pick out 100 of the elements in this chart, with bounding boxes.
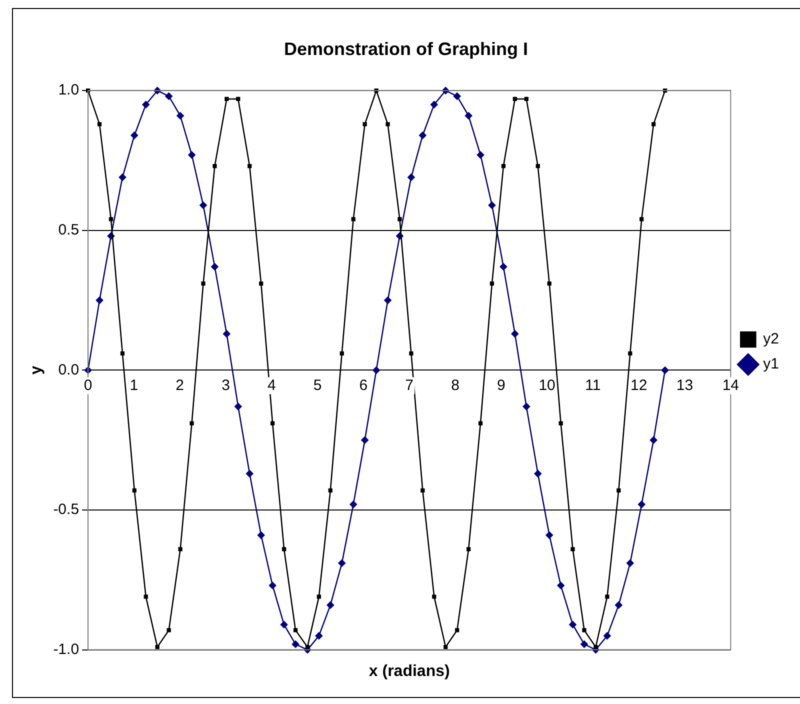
point [108,217,114,222]
point [372,366,380,374]
point [580,640,588,648]
point [501,164,506,168]
point [557,582,564,590]
point [259,281,264,286]
chart-title: Demonstration of Graphing I [284,38,528,59]
point [524,96,528,102]
point [455,628,460,632]
point [409,351,414,356]
point [536,164,540,168]
point [212,164,217,168]
y-tick-label: -1.0 [53,640,80,658]
point [282,547,286,552]
point [444,644,448,650]
point [453,92,461,100]
y-tick-label: -0.5 [53,501,80,518]
point [512,96,517,102]
x-tick-label: 5 [313,376,322,394]
point [362,122,367,126]
point [547,281,552,286]
x-tick-label: 12 [630,376,648,394]
point [488,202,496,209]
point [419,132,426,139]
x-tick-label: 6 [359,376,368,394]
point [490,281,494,286]
point [351,217,356,222]
point [661,366,669,374]
y-tick-label: 0.0 [58,361,80,378]
x-tick-label: 8 [451,376,460,394]
point [326,601,334,609]
x-tick-label: 10 [538,376,556,394]
point [224,96,229,102]
point [257,532,265,539]
point [188,151,196,159]
point [616,488,621,492]
point [236,96,240,102]
x-axis-title: x (radians) [368,662,450,680]
point [638,500,646,508]
point [626,559,634,567]
point [408,174,415,181]
point [430,100,438,108]
y-tick-label: 0.5 [58,222,80,239]
point [130,132,138,139]
point [316,594,321,599]
point [476,151,484,159]
point [246,470,254,478]
point [280,620,288,628]
point [234,402,242,410]
point [97,122,102,126]
point [546,532,553,539]
point [500,263,508,270]
point [190,421,194,426]
point [570,547,575,552]
y-axis-title: y [28,366,46,375]
point [569,620,576,628]
point [478,421,483,426]
point [420,488,425,492]
point [178,547,182,552]
point [340,351,344,356]
point [155,644,160,650]
y-tick-label: 1.0 [58,82,80,99]
point [398,217,402,222]
point [201,281,206,286]
x-tick-label: 3 [222,376,230,394]
x-tick-label: 7 [405,376,414,394]
point [558,421,563,426]
point [650,436,658,444]
point [350,500,358,508]
point [166,628,171,632]
point [292,640,300,648]
legend-label: y2 [763,330,779,348]
point [118,174,126,181]
point [315,632,323,640]
point [338,559,346,567]
point [432,594,436,599]
x-tick-label: 2 [176,376,184,394]
point [270,421,275,426]
point [534,470,542,478]
x-tick-label: 11 [585,376,601,394]
point [142,100,150,108]
x-tick-label: 0 [84,376,92,394]
point [328,488,332,492]
point [120,351,125,356]
point [165,92,172,100]
point [223,330,230,338]
point [582,628,586,632]
point [211,263,218,270]
point [361,436,368,444]
point [466,547,471,552]
x-tick-label: 14 [722,376,739,394]
point [386,122,390,126]
point [594,644,598,650]
point [604,632,611,640]
point [651,122,656,126]
point [176,112,184,120]
point [384,296,392,304]
point [96,296,104,304]
point [511,330,519,338]
point [200,202,207,209]
